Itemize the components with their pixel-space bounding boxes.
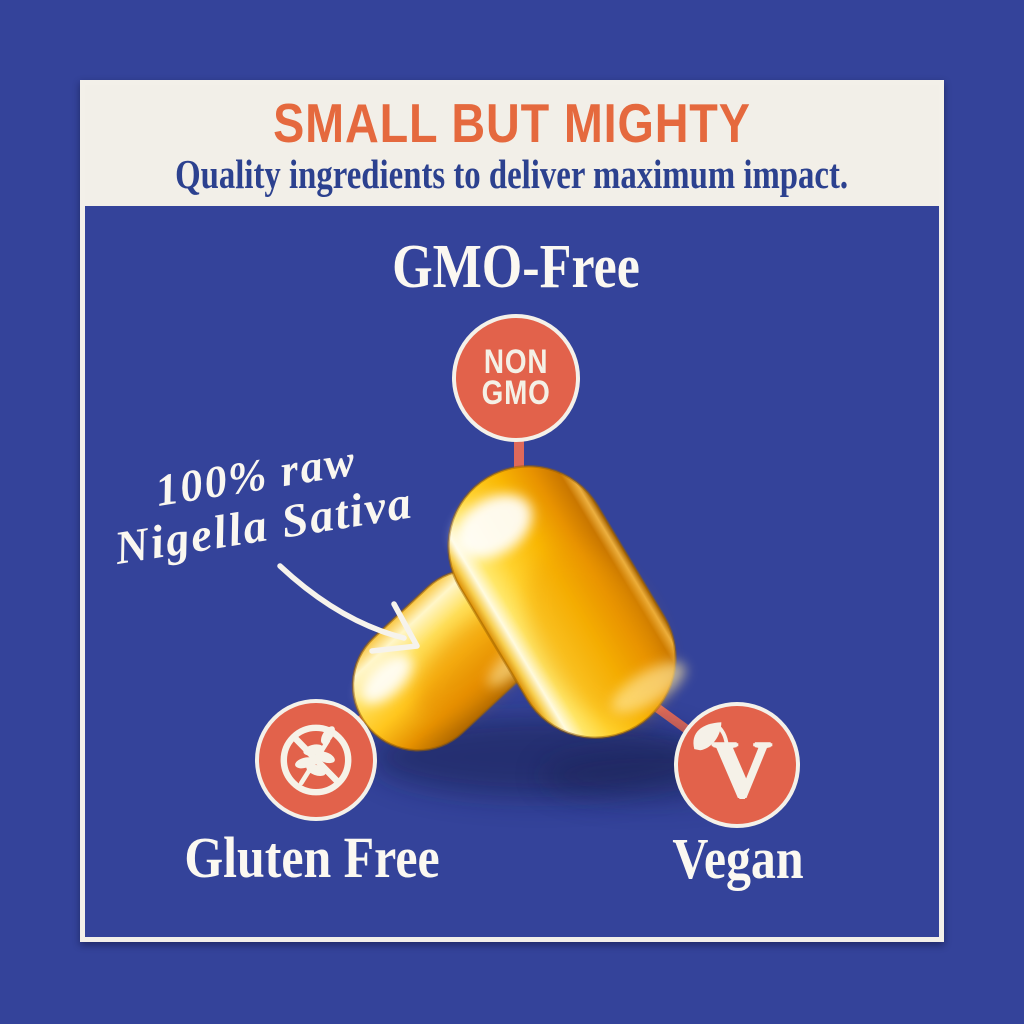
annotation-arrow [277, 563, 420, 654]
gmo-free-label: GMO-Free [392, 233, 640, 301]
page-subtitle: Quality ingredients to deliver maximum i… [175, 151, 849, 197]
vegan-v-letter: V [712, 724, 772, 815]
vegan-badge: V [674, 702, 800, 828]
page-title: SMALL BUT MIGHTY [273, 92, 751, 154]
vegan-leaf-icon [693, 722, 730, 752]
wheat-crossed-icon [280, 724, 352, 796]
header: SMALL BUT MIGHTY Quality ingredients to … [85, 85, 939, 206]
non-gmo-badge-text: NON GMO [481, 343, 551, 412]
gluten-free-badge [255, 699, 377, 821]
vegan-label: Vegan [672, 826, 804, 891]
gluten-free-label: Gluten Free [184, 825, 440, 890]
non-gmo-badge: NON GMO [452, 314, 580, 442]
large-capsule [447, 465, 686, 739]
content-panel: SMALL BUT MIGHTY Quality ingredients to … [80, 80, 944, 942]
